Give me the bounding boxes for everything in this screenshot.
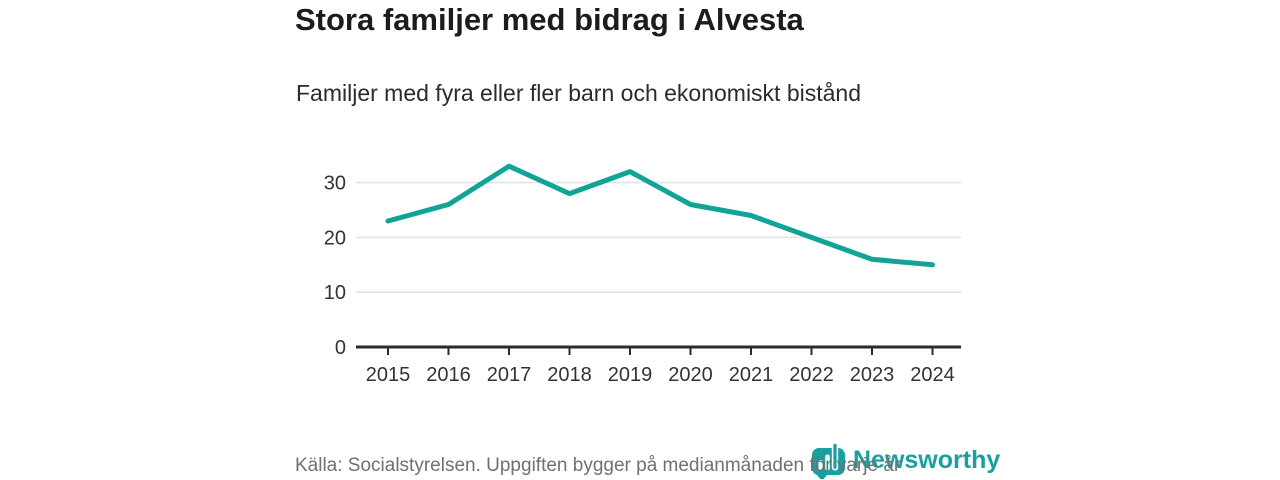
line-chart-svg: 2015 2016 2017 2018 2019 2020 2021 2022 2023 2024… [324, 163, 961, 386]
y-tick-label: 20 [324, 227, 346, 249]
line-chart: 2015 2016 2017 2018 2019 2020 2021 2022 2023 2024… [300, 140, 1000, 402]
chart-subtitle: Familjer med fyra eller fler barn och ek… [296, 80, 862, 106]
x-tick-label: 2024 [910, 364, 955, 386]
x-tick-label: 2017 [487, 364, 532, 386]
x-tick-label: 2021 [729, 364, 774, 386]
chart-title: Stora familjer med bidrag i Alvesta [295, 2, 804, 37]
y-tick-label: 0 [335, 337, 346, 359]
source-note: Källa: Socialstyrelsen. Uppgiften bygger… [295, 455, 901, 476]
newsworthy-logo-icon [812, 442, 845, 479]
y-tick-label: 10 [324, 282, 346, 304]
x-tick-label: 2018 [547, 364, 592, 386]
newsworthy-logo: Newsworthy [810, 441, 1000, 479]
x-tick-label: 2019 [608, 364, 653, 386]
newsworthy-logo-text: Newsworthy [853, 446, 1001, 474]
x-tick-label: 2023 [850, 364, 895, 386]
x-tick-label: 2022 [789, 364, 834, 386]
x-tick-label: 2016 [426, 364, 471, 386]
trend-line [385, 163, 935, 268]
y-tick-label: 30 [324, 173, 346, 195]
x-tick-label: 2020 [668, 364, 713, 386]
x-tick-label: 2015 [366, 364, 411, 386]
